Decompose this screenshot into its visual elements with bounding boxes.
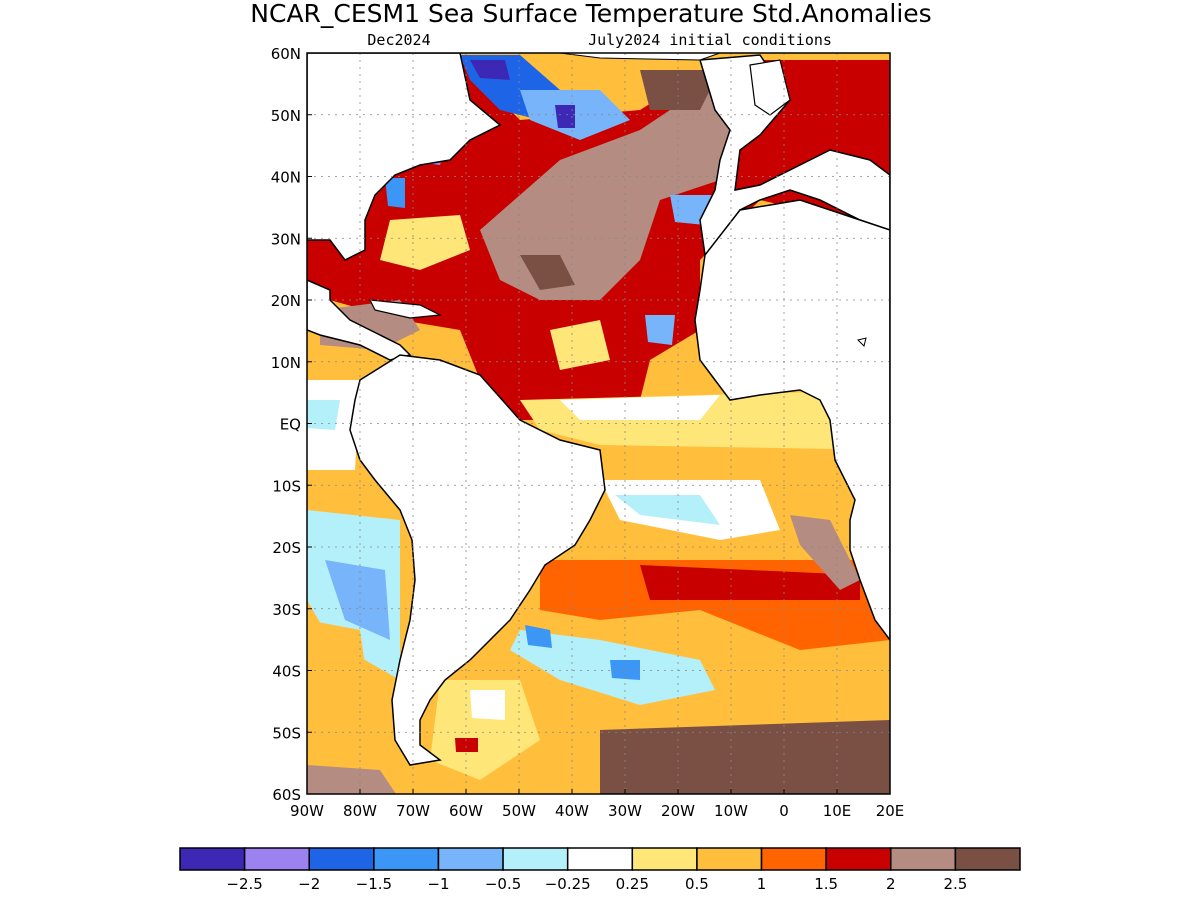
colorbar-label: −1 [427,875,449,893]
colorbar-label: 2 [886,875,896,893]
colorbar [179,847,1021,871]
colorbar-swatch [243,847,310,871]
initial-conditions-label: July2024 initial conditions [588,31,832,49]
anomaly-region-na-dark2 [640,70,720,110]
latitude-label: 60N [271,45,301,63]
latitude-label: 10S [272,477,301,495]
anomaly-region-sw-brown [307,765,396,794]
anomaly-region-tropic-yellow [550,320,610,370]
anomaly-region-sa-red [640,565,860,600]
land-british-isles [749,59,791,116]
colorbar-swatch [308,847,375,871]
colorbar-label: −1.5 [356,875,392,893]
colorbar-label: 1.5 [814,875,838,893]
colorbar-swatch [631,847,698,871]
colorbar-label: 2.5 [943,875,967,893]
colorbar-labels: −2.5 −2 −1.5 −1 −0.5 −0.25 0.25 0.5 1 1.5 2 2.5 [226,875,967,893]
longitude-label: 40W [555,802,589,820]
colorbar-swatch [696,847,763,871]
longitude-label: 70W [396,802,430,820]
colorbar-label: −0.25 [545,875,591,893]
map-grid [307,53,890,794]
anomaly-region-falkland-yellow [430,680,540,780]
longitude-label: 0 [779,802,789,820]
anomaly-region-sa-cyan [615,495,720,525]
longitude-label: 60W [449,802,483,820]
anomaly-region-subtropic-yellow [380,215,470,270]
colorbar-label: 1 [757,875,767,893]
anomaly-region-sa-blue [525,625,552,648]
longitude-label: 10W [714,802,748,820]
colorbar-swatch [502,847,569,871]
latitude-label: 40S [272,663,301,681]
land-greenland [559,53,721,61]
anomaly-region-na-dark [520,255,575,290]
anomaly-region-benguela-brown [790,515,860,590]
latitude-label: 50N [271,107,301,125]
colorbar-swatch [566,847,634,871]
colorbar-swatch [760,847,827,871]
longitude-labels: 90W 80W 70W 60W 50W 40W 30W 20W 10W 0 10E 20E [290,789,904,820]
colorbar-swatch [373,847,440,871]
colorbar-label: 0.25 [616,875,649,893]
land-north-america [307,53,502,261]
anomaly-region-southern-ocean-dark [600,720,890,794]
colorbar-swatch [437,847,504,871]
longitude-label: 90W [290,802,324,820]
anomaly-region-pacific-cyan [307,400,340,430]
land-africa [694,199,890,642]
colorbar-label: −2 [298,875,320,893]
longitude-label: 10E [823,802,852,820]
longitude-label: 80W [343,802,377,820]
land-central-america [307,279,412,361]
colorbar-swatch [179,847,246,871]
latitude-label: EQ [280,416,301,434]
anomaly-region-na-deep2 [555,105,575,128]
colorbar-swatch [890,847,957,871]
land-south-america [349,354,606,766]
anomaly-region-equatorial-white [560,395,720,420]
colorbar-label: −0.5 [485,875,521,893]
latitude-label: 50S [272,724,301,742]
colorbar-swatch [954,847,1021,871]
anomaly-region-falkland-red [455,738,478,752]
longitude-label: 20E [876,802,905,820]
longitude-label: 20W [661,802,695,820]
latitude-label: 10N [271,354,301,372]
forecast-month-label: Dec2024 [367,31,430,49]
anomaly-region-pacific-orange [307,620,370,710]
anomaly-region-gulf-blue [385,178,405,208]
anomaly-region-pacific-blue [325,560,390,640]
anomaly-region-labrador-deep [470,60,510,80]
latitude-label: 20N [271,292,301,310]
map-field [307,53,890,794]
latitude-label: 20S [272,539,301,557]
land-cuba [368,299,443,319]
latitude-labels: 60N 50N 40N 30N 20N 10N EQ 10S 20S 30S 40S 50S 60S [271,45,312,804]
anomaly-region-falkland-white [470,690,505,720]
anomaly-region-na-brown [480,90,740,300]
longitude-label: 30W [608,802,642,820]
anomaly-region-tropical-blue [645,315,675,345]
map-title: NCAR_CESM1 Sea Surface Temperature Std.A… [250,0,931,28]
latitude-label: 30S [272,601,301,619]
latitude-label: 40N [271,169,301,187]
latitude-label: 60S [272,786,301,804]
land-island [857,337,867,347]
colorbar-label: 0.5 [685,875,709,893]
colorbar-label: −2.5 [226,875,262,893]
colorbar-swatch [825,847,892,871]
latitude-label: 30N [271,230,301,248]
longitude-label: 50W [502,802,536,820]
